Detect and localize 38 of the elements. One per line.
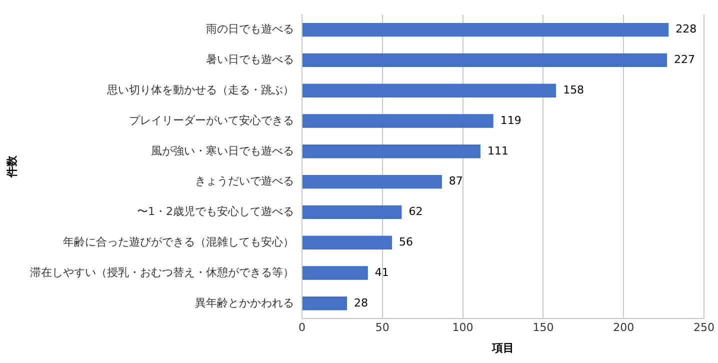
x-tick-label: 0	[298, 321, 306, 334]
y-tick-label: 暑い日でも遊べる	[206, 53, 294, 66]
data-label: 227	[674, 53, 696, 66]
bar	[302, 266, 368, 280]
data-label: 119	[500, 114, 522, 127]
x-tick-label: 50	[375, 321, 390, 334]
bar	[302, 236, 392, 250]
data-label: 41	[374, 266, 389, 279]
x-tick-label: 250	[694, 321, 714, 334]
data-label: 87	[448, 174, 463, 188]
y-tick-label: 滞在しやすい（授乳・おむつ替え・休憩ができる等）	[30, 266, 294, 279]
y-tick-label: 年齢に合った遊びができる（混雑しても安心）	[63, 235, 294, 248]
x-axis-title: 項目	[491, 341, 514, 354]
y-tick-label: プレイリーダーがいて安心できる	[129, 114, 294, 127]
x-tick-label: 100	[452, 321, 474, 334]
y-tick-label: 〜1・2歳児でも安心して遊べる	[137, 205, 294, 218]
bar	[302, 22, 669, 37]
data-label: 62	[408, 205, 423, 218]
bar	[302, 144, 480, 158]
y-tick-label: 思い切り体を動かせる（走る・跳ぶ）	[106, 83, 294, 96]
x-tick-label: 150	[532, 321, 554, 334]
bar	[302, 174, 442, 189]
bar	[302, 296, 348, 310]
y-tick-label: 雨の日でも遊べる	[206, 22, 294, 36]
data-label: 56	[399, 235, 414, 248]
data-label: 158	[563, 83, 584, 96]
y-tick-label: 風が強い・寒い日でも遊べる	[151, 144, 294, 158]
bar	[302, 53, 668, 68]
bar	[302, 205, 402, 220]
bar	[302, 84, 556, 98]
bar	[302, 114, 494, 128]
data-label: 228	[676, 22, 697, 36]
y-axis-title: 件数	[5, 154, 18, 179]
x-tick-label: 200	[613, 321, 634, 334]
y-tick-label: きょうだいで遊べる	[195, 174, 294, 188]
data-label: 28	[354, 296, 368, 310]
y-tick-label: 異年齢とかかわれる	[195, 296, 294, 310]
data-label: 111	[487, 144, 508, 158]
